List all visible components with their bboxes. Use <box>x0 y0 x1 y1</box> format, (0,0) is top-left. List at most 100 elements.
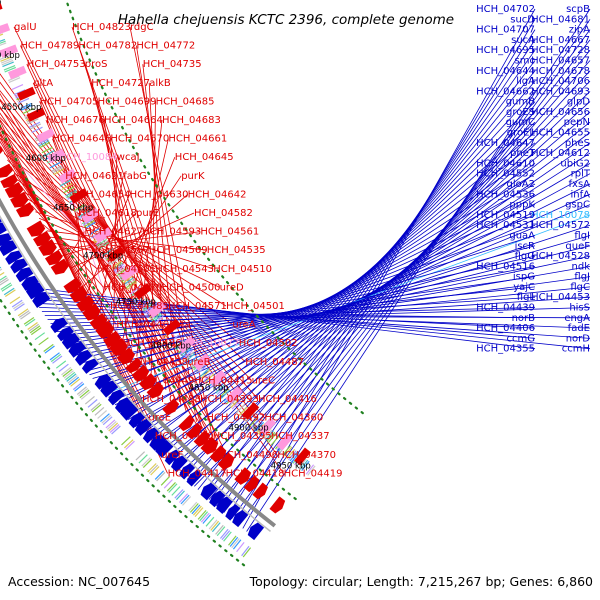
misc-feature-stripe <box>210 520 220 531</box>
misc-feature-stripe <box>94 406 105 416</box>
misc-feature-stripe <box>73 204 85 212</box>
misc-feature-stripe <box>20 311 31 320</box>
misc-feature-stripe <box>109 257 120 266</box>
forward-strand-feature <box>10 258 28 274</box>
misc-feature-stripe <box>37 138 49 145</box>
misc-feature-stripe <box>181 348 192 358</box>
gene-label: HCH_04440 <box>155 431 214 442</box>
gene-label: sucA <box>511 35 535 46</box>
gene-label: rdgC <box>130 22 154 33</box>
misc-feature-stripe <box>52 355 63 364</box>
reverse-strand-feature <box>125 357 143 374</box>
kbp-tick-label: 4850 kbp <box>189 384 229 394</box>
gene-label: HCH_04657 <box>531 56 590 67</box>
misc-feature-stripe <box>0 38 6 42</box>
gene-label: ispG <box>513 272 535 283</box>
gene-label: HCH_04627 <box>84 227 143 238</box>
leader-line <box>197 70 536 490</box>
gene-label: HCH_04416 <box>258 394 317 405</box>
gene-label: gumB <box>506 97 535 108</box>
gene-label: HCH_04510 <box>213 264 272 275</box>
misc-feature-stripe <box>250 418 260 428</box>
reverse-strand-feature <box>217 452 235 470</box>
misc-feature-marker <box>0 44 19 58</box>
leader-line <box>39 307 591 329</box>
gene-label: HCH_04662 <box>476 86 535 97</box>
misc-feature-stripe <box>263 429 273 440</box>
misc-feature-stripe <box>245 413 255 423</box>
gene-label: HCH_04597 <box>91 245 150 256</box>
reverse-strand-feature <box>209 445 227 463</box>
gene-label: HCH_04485 <box>110 301 169 312</box>
misc-feature-stripe <box>98 242 110 250</box>
misc-feature-stripe <box>0 282 12 291</box>
misc-feature-stripe <box>156 471 166 482</box>
misc-feature-stripe <box>124 278 135 287</box>
misc-feature-stripe <box>28 121 41 128</box>
misc-feature-stripe <box>66 191 78 199</box>
misc-feature-stripe <box>0 277 8 284</box>
misc-feature-stripe <box>41 146 53 154</box>
misc-feature-stripe <box>199 368 210 378</box>
gene-label: ureD <box>220 282 244 293</box>
gene-label: HCH_04419 <box>284 468 343 479</box>
leader-line <box>46 230 207 251</box>
misc-feature-stripe <box>221 530 231 541</box>
leader-line <box>0 146 124 344</box>
gene-label: purE <box>136 208 159 219</box>
misc-feature-stripe <box>29 123 42 130</box>
misc-feature-stripe <box>256 423 266 433</box>
misc-feature-marker <box>276 432 294 451</box>
gene-label: ligA <box>516 76 535 87</box>
misc-feature-stripe <box>286 449 296 459</box>
misc-feature-stripe <box>49 161 61 169</box>
forward-strand-feature <box>15 267 34 283</box>
misc-feature-stripe <box>301 460 310 471</box>
misc-feature-stripe <box>178 493 189 503</box>
leader-line <box>227 29 536 517</box>
gene-label: HCH_04528 <box>531 251 590 262</box>
misc-feature-stripe <box>59 179 71 187</box>
misc-feature-stripe <box>112 262 123 270</box>
misc-feature-stripe <box>288 450 297 461</box>
misc-feature-stripe <box>142 302 154 312</box>
misc-feature-marker <box>93 227 113 243</box>
gene-label: HCH_04417 <box>168 468 227 479</box>
misc-feature-stripe <box>123 277 134 286</box>
misc-feature-stripe <box>153 315 164 325</box>
gene-label: HCH_04561 <box>200 227 259 238</box>
misc-feature-stripe <box>61 366 72 376</box>
gene-label: norD <box>566 333 591 344</box>
misc-feature-marker <box>120 264 139 282</box>
gene-label: HCH_04486 <box>123 338 182 349</box>
misc-feature-stripe <box>305 464 315 475</box>
misc-feature-marker <box>209 369 227 388</box>
misc-feature-stripe <box>135 451 146 461</box>
gene-label: HCH_04782 <box>78 41 137 52</box>
misc-feature-stripe <box>188 355 198 365</box>
misc-feature-stripe <box>84 221 96 230</box>
misc-feature-stripe <box>238 406 248 417</box>
gene-label: HCH_04487 <box>245 357 304 368</box>
misc-feature-marker <box>36 128 56 143</box>
misc-feature-stripe <box>205 516 215 527</box>
forward-strand-feature <box>107 389 125 406</box>
gene-label: HCH_04728 <box>531 45 590 56</box>
forward-strand-feature <box>186 470 203 487</box>
gene-label: HCH_04695 <box>476 45 535 56</box>
misc-feature-stripe <box>174 489 184 499</box>
kbp-tick-label: 4900 kbp <box>229 424 269 434</box>
gene-label: HCH_04500 <box>162 282 221 293</box>
misc-feature-stripe <box>11 84 24 90</box>
misc-feature-stripe <box>80 391 91 400</box>
misc-feature-marker <box>8 65 27 80</box>
misc-feature-stripe <box>113 263 124 272</box>
misc-feature-stripe <box>168 483 178 493</box>
misc-feature-stripe <box>43 150 55 157</box>
reverse-strand-feature <box>162 398 180 416</box>
misc-feature-stripe <box>17 308 29 317</box>
misc-feature-stripe <box>23 317 35 325</box>
reverse-strand-feature <box>146 381 165 399</box>
gene-label: HCH_04656 <box>531 107 590 118</box>
